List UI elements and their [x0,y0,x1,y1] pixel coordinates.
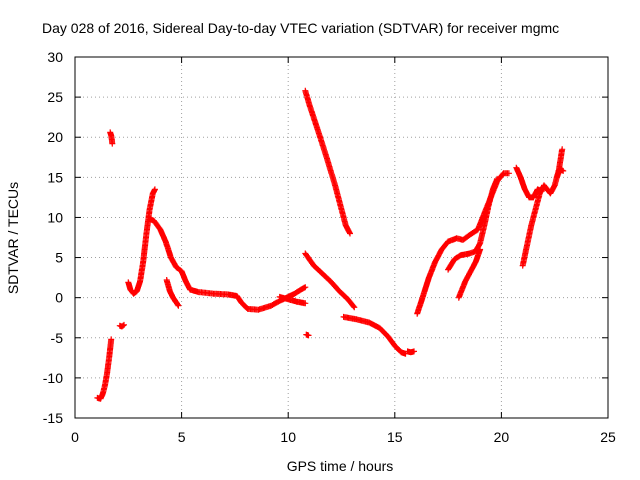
scatter-markers [455,246,484,301]
series-arc-13 [414,170,512,317]
y-tick-label: 0 [55,290,63,306]
scatter-markers [94,336,115,402]
series-arc-3 [116,321,127,330]
x-tick-label: 5 [178,429,186,445]
scatter-markers [553,166,567,181]
x-tick-label: 10 [280,429,296,445]
scatter-markers [519,146,566,269]
series-arc-14 [445,175,501,273]
scatter-markers [125,186,158,297]
scatter-markers [276,293,309,307]
scatter-markers [404,348,417,356]
scatter-markers [302,250,358,311]
x-tick-label: 20 [494,429,510,445]
series-arc-1 [94,336,115,402]
data-points [94,87,567,402]
series-arc-16 [513,164,545,201]
scatter-markers [107,129,116,147]
x-axis-label: GPS time / hours [287,458,394,474]
scatter-markers [445,175,501,273]
y-tick-label: 5 [55,250,63,266]
x-tick-label: 0 [71,429,79,445]
series-arc-17 [519,146,566,269]
y-axis-label: SDTVAR / TECUs [5,182,21,294]
series-arc-18 [553,166,567,181]
scatter-markers [303,331,312,339]
grid-lines [75,57,608,418]
y-tick-label: 10 [47,209,63,225]
y-tick-label: -10 [43,370,63,386]
series-arc-8 [303,331,312,339]
plot-frame [74,56,609,419]
series-arc-7 [276,293,309,307]
scatter-markers [340,313,409,357]
y-tick-label: 30 [47,49,63,65]
scatter-markers [163,277,182,309]
series-arc-11 [340,313,409,357]
scatter-markers [414,170,512,317]
series-arc-9 [302,87,353,237]
y-tick-label: -15 [43,410,63,426]
series-arc-6 [163,277,182,309]
scatter-markers [513,164,545,201]
y-tick-label: 20 [47,129,63,145]
series-arc-2 [107,129,116,147]
scatter-markers [302,87,353,237]
y-tick-label: 15 [47,169,63,185]
scatter-markers [116,321,127,330]
series-arc-15 [455,246,484,301]
series-arc-10 [302,250,358,311]
x-tick-label: 25 [600,429,616,445]
x-tick-label: 15 [387,429,403,445]
axis-ticks: 0 5 10 15 20 25 -15 -10 -5 0 5 10 15 20 25 30 [43,49,616,445]
chart-title: Day 028 of 2016, Sidereal Day-to-day VTE… [42,20,559,36]
series-arc-12 [404,348,417,356]
y-tick-label: -5 [51,330,64,346]
series-arc-4 [125,186,158,297]
y-tick-label: 25 [47,89,63,105]
